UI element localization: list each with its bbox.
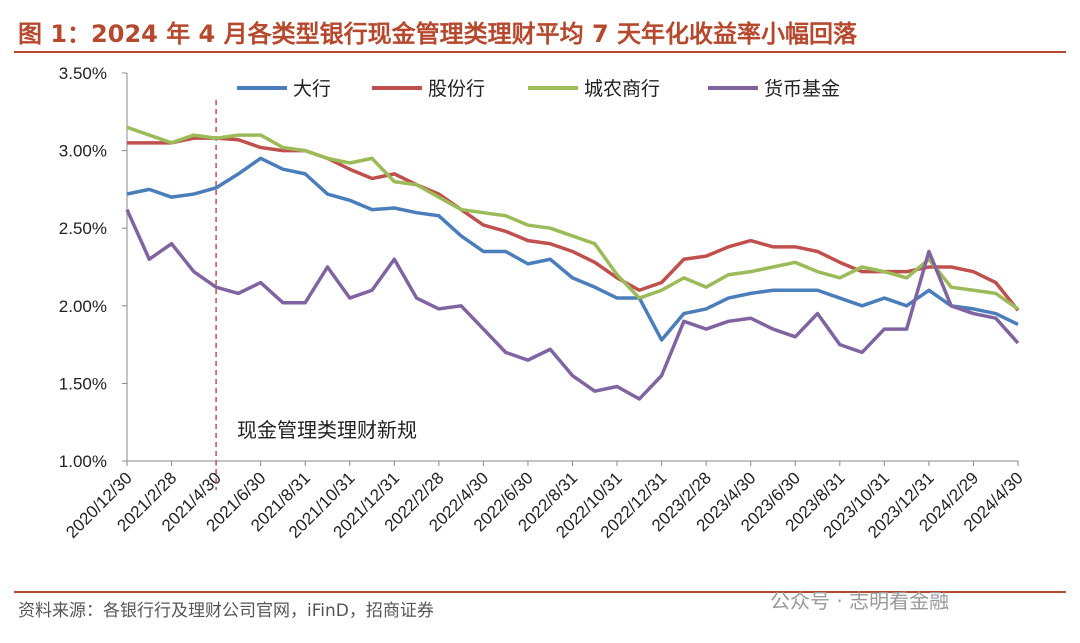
legend-label: 货币基金 bbox=[764, 78, 840, 100]
legend-label: 城农商行 bbox=[584, 78, 660, 100]
y-tick-label: 3.00% bbox=[59, 142, 107, 161]
y-tick-label: 2.50% bbox=[59, 219, 107, 238]
series-line bbox=[126, 156, 1019, 342]
series-line bbox=[126, 125, 1020, 311]
chart-title: 图 1：2024 年 4 月各类型银行现金管理类理财平均 7 天年化收益率小幅回… bbox=[18, 20, 858, 48]
y-tick-label: 1.00% bbox=[59, 452, 107, 471]
y-tick-label: 3.50% bbox=[59, 64, 107, 83]
annotation: 现金管理类理财新规 bbox=[237, 418, 417, 442]
series-line bbox=[127, 136, 1020, 312]
y-tick-label: 2.00% bbox=[59, 297, 107, 316]
y-tick-label: 1.50% bbox=[59, 374, 107, 393]
legend-label: 大行 bbox=[293, 78, 331, 100]
source: 资料来源：各银行行及理财公司官网，iFinD，招商证券 bbox=[18, 601, 434, 621]
series-line bbox=[125, 208, 1020, 401]
watermark: 公众号 · 志明看金融 bbox=[770, 589, 949, 613]
legend-label: 股份行 bbox=[428, 78, 485, 100]
